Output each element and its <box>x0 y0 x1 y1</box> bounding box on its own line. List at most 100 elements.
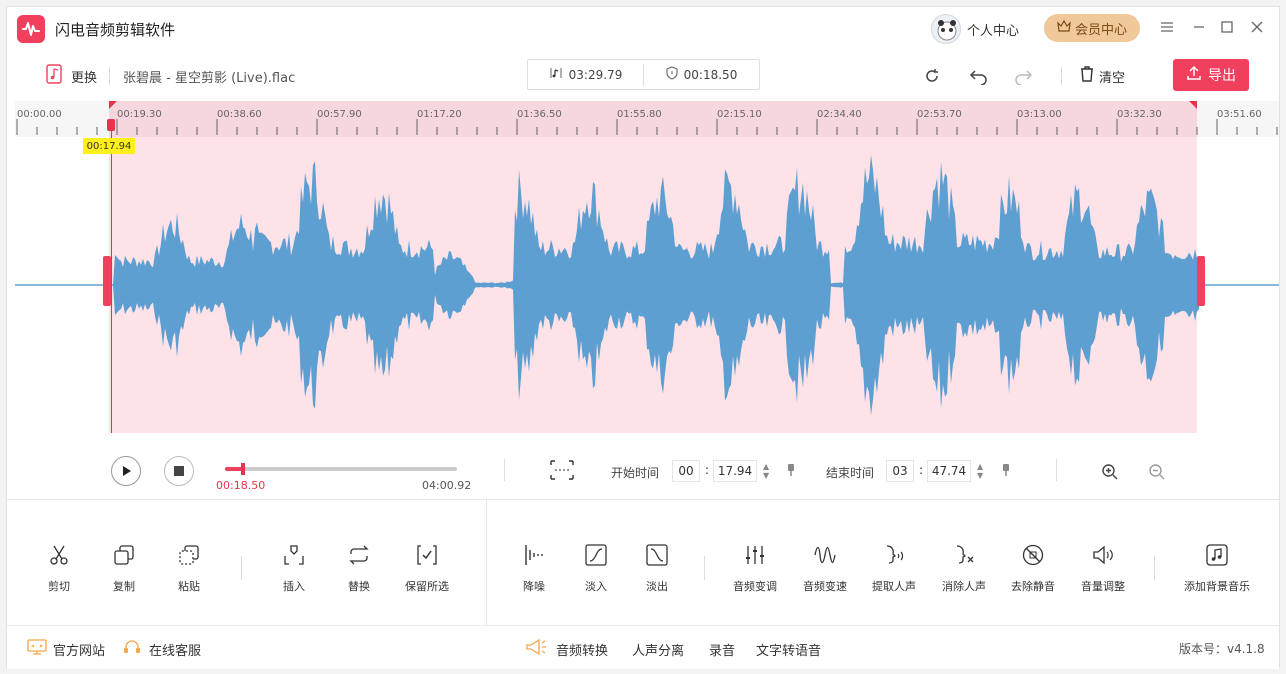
app-logo-icon <box>17 15 45 43</box>
selection-start-handle[interactable] <box>103 256 111 306</box>
keep-selection-icon <box>416 544 438 566</box>
headset-icon <box>123 639 141 658</box>
app-title: 闪电音频剪辑软件 <box>55 21 176 39</box>
fade-in-label: 淡入 <box>585 580 607 593</box>
extract-vocals-tool[interactable]: 提取人声 <box>856 544 932 594</box>
pin-icon[interactable] <box>786 463 796 480</box>
monitor-icon <box>27 639 47 658</box>
remove-vocals-tool[interactable]: 消除人声 <box>926 544 1002 594</box>
playback-progress[interactable] <box>225 463 457 475</box>
insert-tool[interactable]: 插入 <box>256 544 332 594</box>
playhead-knob[interactable] <box>107 119 115 131</box>
mute-icon <box>1022 544 1044 566</box>
divider <box>109 67 110 85</box>
export-label: 导出 <box>1208 68 1236 84</box>
pin-icon[interactable] <box>1001 463 1011 480</box>
ruler-tick-label: 03:13.00 <box>1017 109 1062 120</box>
undo-icon[interactable] <box>969 51 989 101</box>
denoise-tool[interactable]: 降噪 <box>496 544 572 594</box>
fade-in-tool[interactable]: 淡入 <box>558 544 634 594</box>
redo-icon[interactable] <box>1013 51 1033 101</box>
zoom-out-icon[interactable] <box>1148 463 1166 484</box>
start-time-spinner[interactable]: ▲ ▼ <box>763 462 770 480</box>
vocal-separation-link[interactable]: 人声分离 <box>632 644 685 659</box>
ruler-ticks <box>16 119 1278 135</box>
start-minutes-input[interactable]: 00 <box>672 460 700 482</box>
denoise-icon <box>523 544 545 566</box>
progress-fill <box>225 467 243 471</box>
fade-out-tool[interactable]: 淡出 <box>619 544 695 594</box>
keep-selection-tool[interactable]: 保留所选 <box>389 544 465 594</box>
remove-silence-tool[interactable]: 去除静音 <box>995 544 1071 594</box>
divider <box>704 556 705 580</box>
copy-tool[interactable]: 复制 <box>86 544 162 594</box>
ruler-tick-label: 01:36.50 <box>517 109 562 120</box>
add-bgm-tool[interactable]: 添加背景音乐 <box>1179 544 1255 594</box>
end-time-label: 结束时间 <box>826 466 875 480</box>
clear-button[interactable]: 清空 <box>1079 51 1125 101</box>
close-icon[interactable] <box>1249 19 1265 35</box>
user-center-link[interactable]: 个人中心 <box>967 24 1020 39</box>
extract-vocals-label: 提取人声 <box>872 580 916 593</box>
panel-divider <box>486 500 487 626</box>
end-seconds-input[interactable]: 47.74 <box>927 460 971 482</box>
record-link[interactable]: 录音 <box>709 644 736 659</box>
ruler-tick-label: 00:57.90 <box>317 109 362 120</box>
megaphone-icon <box>525 638 547 659</box>
cut-tool[interactable]: 剪切 <box>21 544 97 594</box>
paste-label: 粘贴 <box>178 580 200 593</box>
progress-knob[interactable] <box>240 463 245 475</box>
replace-tool-label: 替换 <box>348 580 370 593</box>
app-window: 闪电音频剪辑软件 个人中心 会员中心 更换 <box>6 6 1280 669</box>
end-minutes-input[interactable]: 03 <box>886 460 914 482</box>
stop-icon <box>174 466 184 476</box>
pitch-shift-tool[interactable]: 音频变调 <box>717 544 793 594</box>
selection-end-handle[interactable] <box>1197 256 1205 306</box>
ruler-tick-label: 03:32.30 <box>1117 109 1162 120</box>
audio-convert-link[interactable]: 音频转换 <box>556 644 609 659</box>
insert-label: 插入 <box>283 580 305 593</box>
maximize-icon[interactable] <box>1219 19 1235 35</box>
waveform-shape <box>111 154 1201 416</box>
total-time: 04:00.92 <box>422 479 472 492</box>
version-label: 版本号：v4.1.8 <box>1179 642 1265 656</box>
vip-center-button[interactable]: 会员中心 <box>1044 14 1140 42</box>
online-service-link[interactable]: 在线客服 <box>149 644 202 659</box>
official-site-link[interactable]: 官方网站 <box>53 644 106 659</box>
music-file-icon <box>45 64 63 88</box>
text-to-speech-link[interactable]: 文字转语音 <box>756 644 822 659</box>
fade-out-icon <box>646 544 668 566</box>
end-time-spinner[interactable]: ▲ ▼ <box>977 462 984 480</box>
copy-label: 复制 <box>113 580 135 593</box>
zoom-in-icon[interactable] <box>1101 463 1119 484</box>
waveform-editor[interactable]: 00:00.00 00:19.30 00:38.60 00:57.90 01:17.20… <box>15 101 1279 433</box>
denoise-label: 降噪 <box>523 580 545 593</box>
menu-icon[interactable] <box>1159 19 1175 35</box>
ruler-tick-label: 02:15.10 <box>717 109 762 120</box>
colon: : <box>705 463 710 477</box>
stop-button[interactable] <box>164 456 194 486</box>
play-button[interactable] <box>111 456 141 486</box>
vip-center-label: 会员中心 <box>1074 22 1127 38</box>
speed-change-tool[interactable]: 音频变速 <box>787 544 863 594</box>
volume-adjust-tool[interactable]: 音量调整 <box>1065 544 1141 594</box>
duration-info-box: 03:29.79 00:18.50 <box>527 59 760 90</box>
keep-selection-label: 保留所选 <box>405 580 449 593</box>
replace-file-button[interactable]: 更换 <box>45 51 97 101</box>
paste-tool[interactable]: 粘贴 <box>151 544 227 594</box>
replace-label: 更换 <box>71 70 98 86</box>
avatar[interactable] <box>931 14 961 44</box>
start-seconds-input[interactable]: 17.94 <box>713 460 757 482</box>
replace-tool[interactable]: 替换 <box>321 544 397 594</box>
start-time-label: 开始时间 <box>611 466 660 480</box>
music-note-icon <box>549 66 563 83</box>
minimize-icon[interactable] <box>1191 19 1207 35</box>
fade-out-label: 淡出 <box>646 580 668 593</box>
export-button[interactable]: 导出 <box>1173 59 1249 91</box>
playback-controls: 00:18.50 04:00.92 开始时间 00 : 17.94 ▲ ▼ 结束时… <box>7 433 1279 499</box>
divider <box>1154 556 1155 580</box>
refresh-icon[interactable] <box>923 51 941 101</box>
select-region-icon[interactable] <box>549 459 575 484</box>
playhead-time-label: 00:17.94 <box>83 138 135 154</box>
insert-icon <box>283 544 305 566</box>
